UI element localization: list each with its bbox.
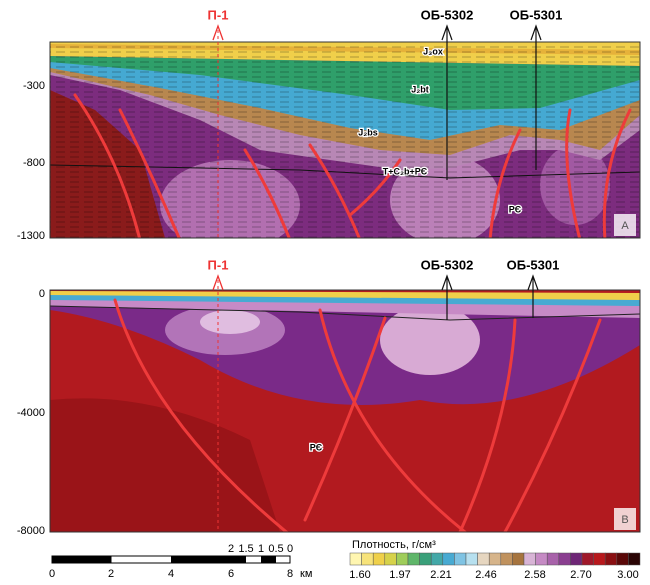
legend-swatch	[489, 553, 501, 565]
legend-title: Плотность, г/см³	[352, 539, 436, 551]
legend-swatch	[594, 553, 606, 565]
legend-swatch	[605, 553, 617, 565]
legend-swatch	[420, 553, 432, 565]
legend-swatch	[501, 553, 513, 565]
y-label: -800	[23, 157, 45, 169]
well-label: ОБ-5302	[421, 7, 474, 22]
panel-letter: B	[621, 514, 628, 526]
legend-swatch	[617, 553, 629, 565]
panel-b-section	[50, 290, 640, 535]
well-label: П-1	[208, 257, 229, 272]
legend-swatch	[547, 553, 559, 565]
y-label: -1300	[17, 230, 45, 242]
section-shape	[171, 556, 231, 563]
legend-swatch	[524, 553, 536, 565]
section-shape	[52, 556, 112, 563]
formation-label: J₃ox	[423, 46, 443, 56]
scale-detail-label: 1	[258, 543, 264, 555]
legend-label: 2.46	[475, 569, 496, 581]
panel-letter: A	[621, 220, 629, 232]
section-shape	[261, 556, 276, 563]
scale-label: 6	[228, 568, 234, 580]
well-label: ОБ-5302	[421, 257, 474, 272]
legend-swatch	[478, 553, 490, 565]
legend-swatch	[536, 553, 548, 565]
scale-label: 4	[168, 568, 174, 580]
legend-label: 3.00	[617, 569, 638, 581]
well-label: ОБ-5301	[507, 257, 560, 272]
legend-swatches	[350, 553, 640, 565]
legend-swatch	[454, 553, 466, 565]
scale-bar	[52, 556, 290, 563]
y-label: 0	[39, 288, 45, 300]
legend-swatch	[559, 553, 571, 565]
legend-swatch	[396, 553, 408, 565]
formation-label: T+C₂b+PЄ	[383, 166, 428, 176]
scale-unit: км	[300, 568, 312, 580]
scale-detail-label: 1.5	[238, 543, 253, 555]
legend-swatch	[362, 553, 374, 565]
section-shape	[200, 310, 260, 334]
legend-swatch	[350, 553, 362, 565]
y-label: -4000	[17, 407, 45, 419]
scale-label: 2	[108, 568, 114, 580]
y-label: -8000	[17, 525, 45, 537]
legend-label: 1.60	[349, 569, 370, 581]
well-label: ОБ-5301	[510, 7, 563, 22]
legend-swatch	[512, 553, 524, 565]
scale-detail-label: 0	[287, 543, 293, 555]
legend-swatch	[443, 553, 455, 565]
well-label: П-1	[208, 7, 229, 22]
legend-label: 2.21	[430, 569, 451, 581]
section-shape	[231, 556, 246, 563]
section-shape	[380, 305, 480, 375]
y-label: -300	[23, 80, 45, 92]
legend-swatch	[385, 553, 397, 565]
scale-label: 8	[287, 568, 293, 580]
legend-swatch	[570, 553, 582, 565]
formation-label: J₂bs	[358, 127, 378, 137]
figure: П-1 ОБ-5302 ОБ-5301 -300 -800 -1300 J₃ox…	[0, 0, 650, 585]
scale-label: 0	[49, 568, 55, 580]
legend-label: 1.97	[389, 569, 410, 581]
legend-swatch	[466, 553, 478, 565]
legend-swatch	[431, 553, 443, 565]
legend-label: 2.70	[570, 569, 591, 581]
legend-swatch	[373, 553, 385, 565]
formation-label: PЄ	[509, 204, 522, 214]
legend-swatch	[408, 553, 420, 565]
panel-a-section	[50, 42, 640, 250]
legend-label: 2.58	[524, 569, 545, 581]
legend-swatch	[582, 553, 594, 565]
scale-detail-label: 2	[228, 543, 234, 555]
formation-label: PЄ	[310, 442, 323, 452]
formation-label: J₂bt	[411, 84, 429, 94]
scale-detail-label: 0.5	[268, 543, 283, 555]
legend-swatch	[628, 553, 640, 565]
